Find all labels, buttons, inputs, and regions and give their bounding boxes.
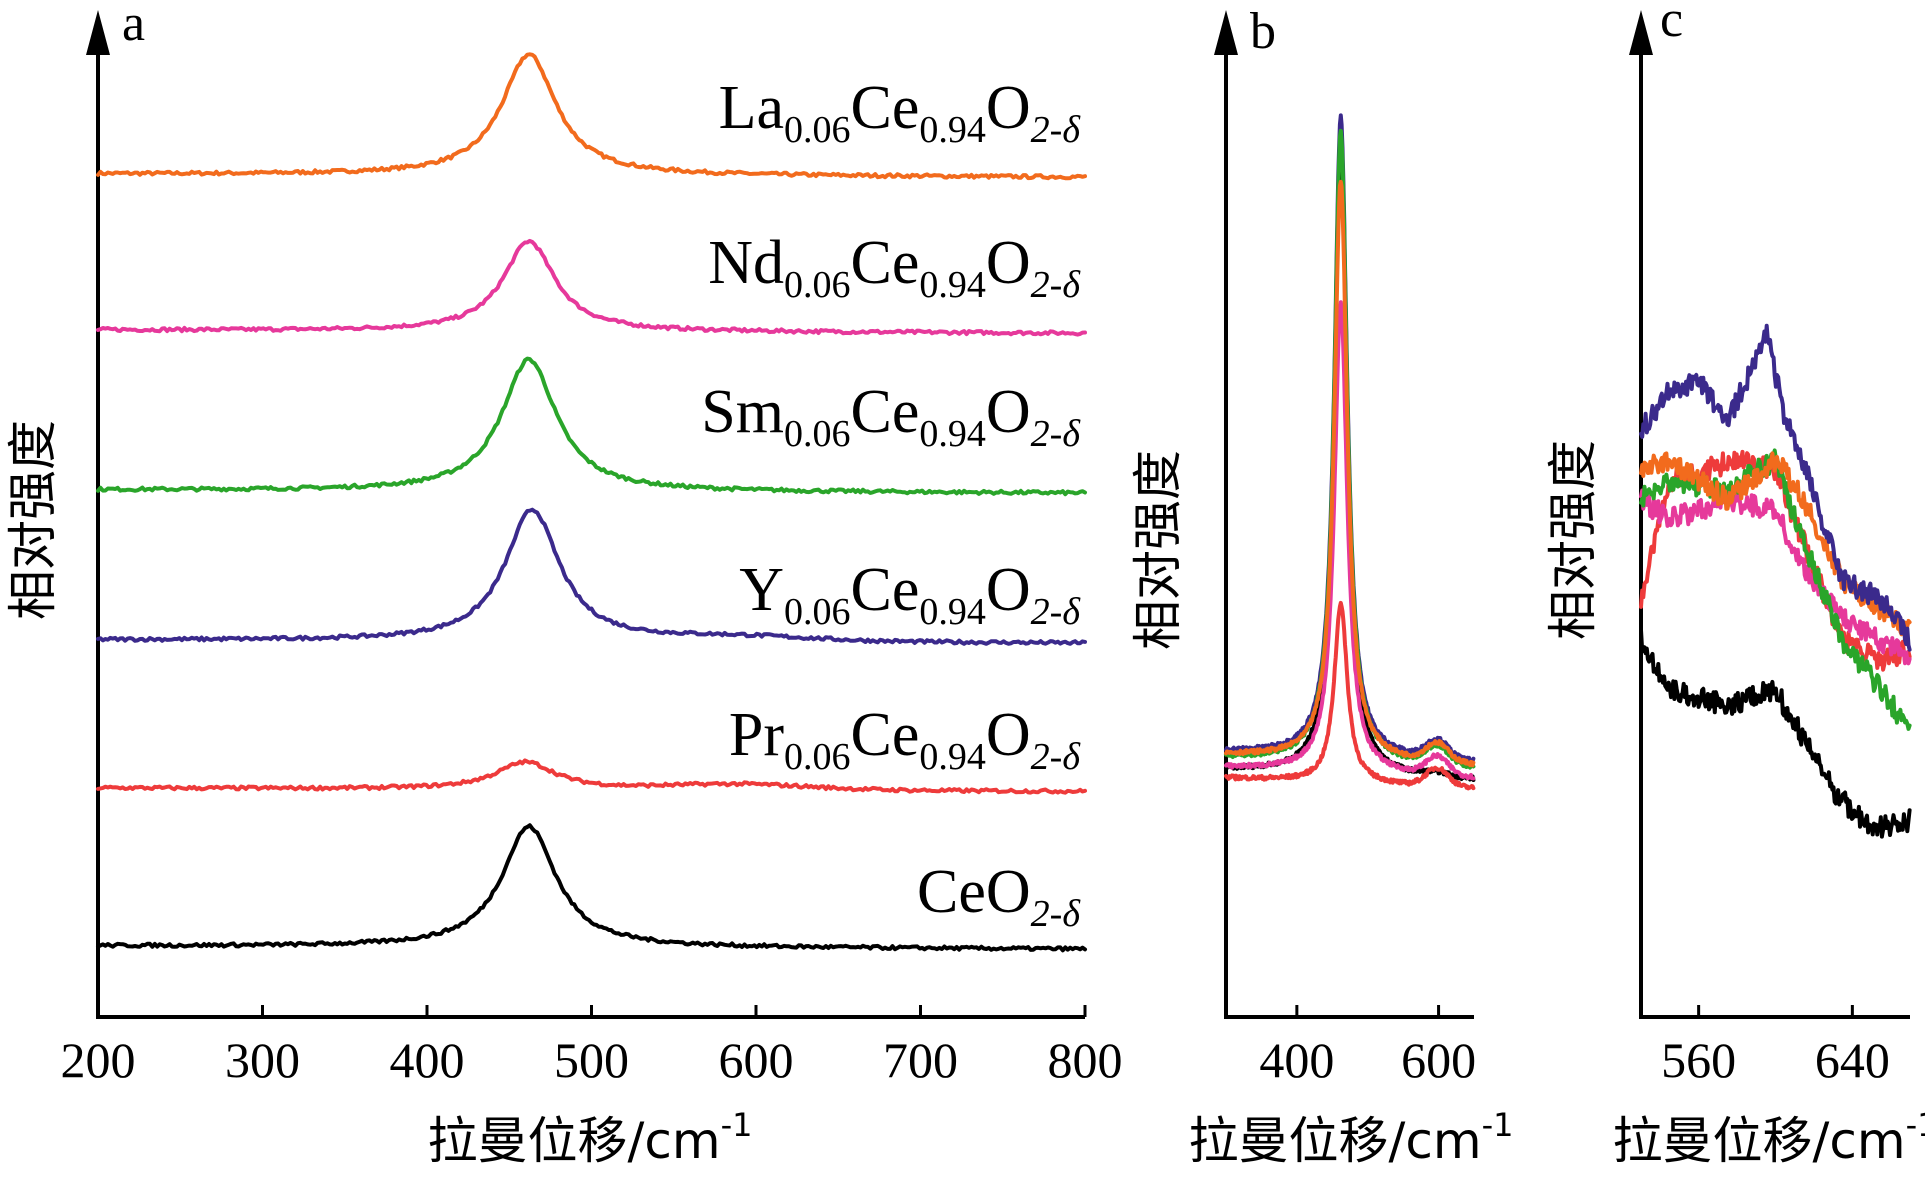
panel-c-x-tick-label: 560 xyxy=(1661,1032,1736,1088)
panel-a-ticks: 200 300 400 500 600 700 800 xyxy=(61,1005,1123,1088)
panel-b-y-title: 相对强度 xyxy=(1129,450,1187,650)
panel-c-x-title-main: 拉曼位移/cm xyxy=(1613,1112,1906,1170)
panel-b-series-line xyxy=(1224,300,1476,781)
panel-b-lines xyxy=(1224,113,1476,791)
panel-a-y-arrow xyxy=(86,10,110,55)
panel-b-x-title-main: 拉曼位移/cm xyxy=(1189,1112,1482,1170)
panel-c-letter: c xyxy=(1660,0,1683,48)
panel-c-series-line xyxy=(1639,323,1912,652)
panel-c-series-line xyxy=(1639,487,1912,666)
panel-a-x-title-main: 拉曼位移/cm xyxy=(428,1112,721,1170)
panel-a-series-label: Y0.06Ce0.94O2-δ xyxy=(739,556,1081,633)
panel-c-ticks: 560 640 xyxy=(1661,1005,1890,1088)
panel-a-letter: a xyxy=(122,0,145,52)
panel-a-series-line xyxy=(96,52,1087,181)
panel-a-series-line xyxy=(96,356,1087,497)
panel-c-x-title: 拉曼位移/cm-1 xyxy=(1613,1106,1925,1170)
panel-c-series-line xyxy=(1639,451,1912,637)
panel-a-x-title: 拉曼位移/cm-1 xyxy=(428,1106,753,1170)
panel-c-x-tick-label: 640 xyxy=(1815,1032,1890,1088)
panel-a-series-label: CeO2-δ xyxy=(917,858,1081,935)
panel-c-series-line xyxy=(1639,628,1912,839)
panel-b-series-line xyxy=(1224,179,1476,768)
panel-a-series-label: Pr0.06Ce0.94O2-δ xyxy=(729,701,1081,778)
panel-a-x-title-sup: -1 xyxy=(721,1106,753,1144)
panel-b-x-tick-label: 600 xyxy=(1401,1032,1476,1088)
panel-a-x-tick-label: 800 xyxy=(1048,1032,1123,1088)
panel-c-lines xyxy=(1639,323,1912,839)
panel-a: a 200 300 400 500 600 700 800 La0.06Ce0.94O2-δ… xyxy=(4,0,1123,1170)
panel-c-series-line xyxy=(1639,448,1912,731)
panel-c-y-title: 相对强度 xyxy=(1544,440,1602,640)
panel-a-series-line xyxy=(96,238,1087,337)
panel-b: b 400 600 相对强度 拉曼位移/cm-1 xyxy=(1129,3,1513,1170)
panel-a-series-line xyxy=(96,758,1087,795)
panel-a-series-line xyxy=(96,823,1087,953)
panel-a-y-title: 相对强度 xyxy=(4,420,62,620)
panel-a-series-label: Nd0.06Ce0.94O2-δ xyxy=(708,229,1081,306)
panel-b-x-tick-label: 400 xyxy=(1259,1032,1334,1088)
panel-c-x-title-sup: -1 xyxy=(1906,1106,1925,1144)
panel-c-y-arrow xyxy=(1629,10,1653,55)
panel-a-x-tick-label: 600 xyxy=(719,1032,794,1088)
panel-b-series-line xyxy=(1224,600,1476,791)
panel-b-letter: b xyxy=(1250,3,1276,60)
panel-a-x-tick-label: 200 xyxy=(61,1032,136,1088)
panel-a-series-labels: La0.06Ce0.94O2-δ Nd0.06Ce0.94O2-δ Sm0.06Ce… xyxy=(701,74,1081,935)
panel-a-x-tick-label: 400 xyxy=(390,1032,465,1088)
panel-a-lines xyxy=(96,52,1087,953)
panel-a-x-tick-label: 300 xyxy=(225,1032,300,1088)
panel-c: c 560 640 相对强度 拉曼位移/cm-1 xyxy=(1544,0,1925,1170)
panel-a-x-tick-label: 700 xyxy=(883,1032,958,1088)
panel-b-x-title: 拉曼位移/cm-1 xyxy=(1189,1106,1514,1170)
panel-a-series-label: La0.06Ce0.94O2-δ xyxy=(719,74,1082,151)
panel-b-y-arrow xyxy=(1214,10,1238,55)
panel-b-x-title-sup: -1 xyxy=(1482,1106,1514,1144)
panel-a-x-tick-label: 500 xyxy=(554,1032,629,1088)
panel-a-series-label: Sm0.06Ce0.94O2-δ xyxy=(701,378,1081,455)
panel-a-series-line xyxy=(96,507,1087,646)
panel-b-ticks: 400 600 xyxy=(1259,1005,1476,1088)
